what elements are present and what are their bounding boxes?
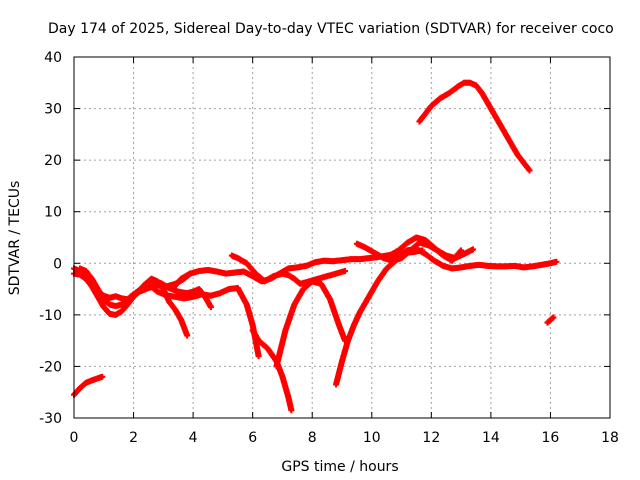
series-arc-h bbox=[249, 327, 295, 414]
y-tick-label: 10 bbox=[44, 205, 62, 221]
plot-frame bbox=[73, 56, 611, 419]
data-point-marker bbox=[458, 247, 465, 254]
data-point-marker bbox=[255, 353, 262, 360]
x-tick-label: 8 bbox=[308, 430, 317, 446]
series-arc-k bbox=[353, 239, 477, 264]
y-tick-label: 30 bbox=[44, 102, 62, 118]
y-axis-ticks: -30 -20 -10 0 10 20 30 40 bbox=[39, 50, 610, 427]
series-arc-n bbox=[416, 79, 533, 174]
y-tick-label: -30 bbox=[39, 411, 62, 427]
series-arc-j bbox=[333, 247, 411, 388]
x-tick-label: 10 bbox=[363, 430, 381, 446]
chart-title: Day 174 of 2025, Sidereal Day-to-day VTE… bbox=[48, 21, 614, 37]
x-tick-label: 6 bbox=[248, 430, 257, 446]
x-tick-label: 2 bbox=[129, 430, 138, 446]
data-point-marker bbox=[288, 407, 295, 414]
x-axis-label: GPS time / hours bbox=[281, 459, 398, 475]
series-arc-o bbox=[544, 314, 557, 326]
series-arc-c bbox=[71, 270, 191, 339]
series-arc-l bbox=[386, 234, 465, 264]
x-tick-label: 18 bbox=[601, 430, 619, 446]
series-arc-m bbox=[386, 245, 560, 272]
data-point-marker bbox=[99, 373, 106, 380]
series-arc-g bbox=[228, 252, 348, 287]
y-tick-label: 40 bbox=[44, 50, 62, 66]
y-axis-label: SDTVAR / TECUs bbox=[7, 181, 23, 296]
series-arc-e bbox=[145, 280, 262, 360]
data-point-marker bbox=[550, 314, 557, 321]
y-tick-label: -20 bbox=[39, 359, 62, 375]
data-point-marker bbox=[526, 167, 533, 174]
x-tick-label: 0 bbox=[70, 430, 79, 446]
data-point-marker bbox=[207, 304, 214, 311]
data-point-marker bbox=[184, 332, 191, 339]
series-arc-a bbox=[71, 373, 106, 398]
y-tick-label: 0 bbox=[53, 256, 62, 272]
x-tick-label: 12 bbox=[422, 430, 440, 446]
data-point-marker bbox=[553, 258, 560, 265]
y-tick-label: -10 bbox=[39, 308, 62, 324]
data-points bbox=[71, 79, 560, 414]
x-axis-ticks: 0 2 4 6 8 10 12 14 16 18 bbox=[70, 57, 619, 446]
series-arc-i bbox=[273, 278, 348, 370]
x-tick-label: 14 bbox=[482, 430, 500, 446]
x-tick-label: 16 bbox=[542, 430, 560, 446]
data-point-marker bbox=[341, 268, 348, 275]
y-tick-label: 20 bbox=[44, 153, 62, 169]
x-tick-label: 4 bbox=[189, 430, 198, 446]
data-point-marker bbox=[470, 246, 477, 253]
